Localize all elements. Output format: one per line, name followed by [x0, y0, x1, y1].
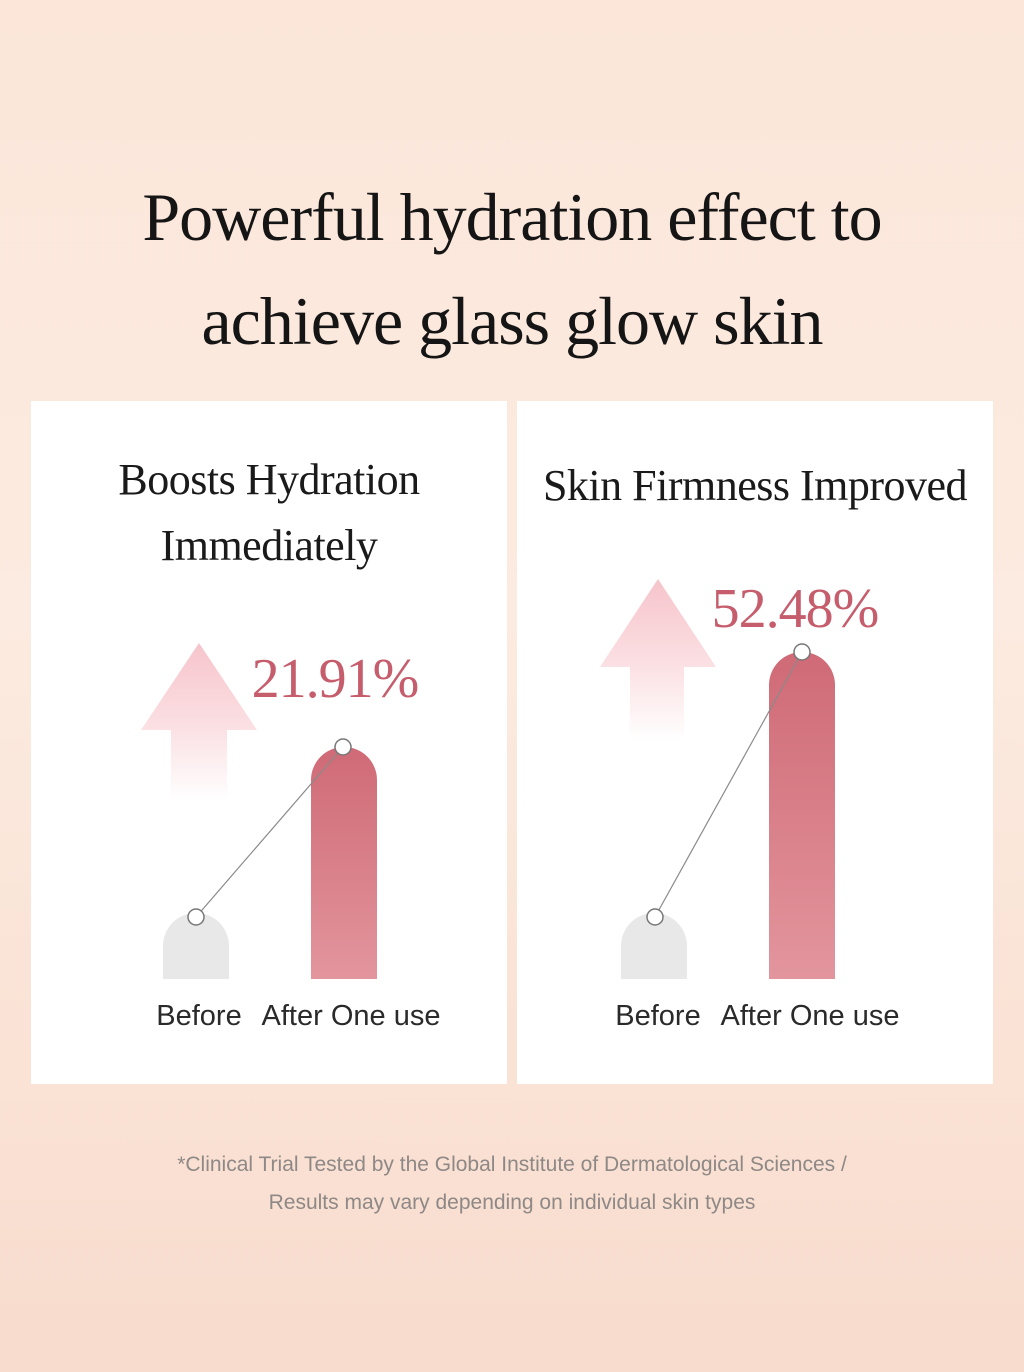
category-label-before: Before	[156, 1000, 241, 1032]
before-point	[187, 908, 205, 926]
footnote-line-2: Results may vary depending on individual…	[268, 1191, 756, 1214]
chart-title-line-1: Boosts Hydration	[118, 455, 420, 504]
after-bar	[311, 747, 377, 979]
improvement-label: 21.91%	[252, 648, 419, 710]
before-bar	[621, 913, 687, 979]
hydration-chart: 21.91% Before After One use	[141, 643, 441, 1032]
clinical-footnote: *Clinical Trial Tested by the Global Ins…	[0, 1146, 1024, 1222]
category-label-before: Before	[615, 1000, 700, 1032]
after-point	[793, 643, 811, 661]
trend-line	[654, 651, 803, 918]
hydration-chart-title: Boosts Hydration Immediately	[31, 447, 507, 579]
headline-line-2: achieve glass glow skin	[201, 283, 824, 359]
after-point	[334, 738, 352, 756]
category-label-after: After One use	[262, 1000, 441, 1032]
firmness-chart: 52.48% Before After One use	[600, 578, 900, 1032]
footnote-line-1: *Clinical Trial Tested by the Global Ins…	[177, 1153, 847, 1176]
improvement-label: 52.48%	[712, 578, 879, 640]
page-headline: Powerful hydration effect to achieve gla…	[0, 165, 1024, 373]
firmness-chart-panel: 52.48% Before After One use Skin Firmnes…	[517, 401, 993, 1084]
trend-line	[195, 746, 344, 918]
chart-title-line-2: Immediately	[160, 521, 378, 570]
headline-line-1: Powerful hydration effect to	[142, 179, 882, 255]
increase-arrow-icon	[141, 643, 257, 801]
firmness-chart-title: Skin Firmness Improved	[517, 453, 993, 519]
before-bar	[163, 913, 229, 979]
hydration-chart-panel: 21.91% Before After One use Boosts Hydra…	[31, 401, 507, 1084]
after-bar	[769, 652, 835, 979]
chart-title-line-1: Skin Firmness Improved	[542, 461, 968, 510]
category-label-after: After One use	[721, 1000, 900, 1032]
before-point	[646, 908, 664, 926]
increase-arrow-icon	[600, 579, 716, 741]
